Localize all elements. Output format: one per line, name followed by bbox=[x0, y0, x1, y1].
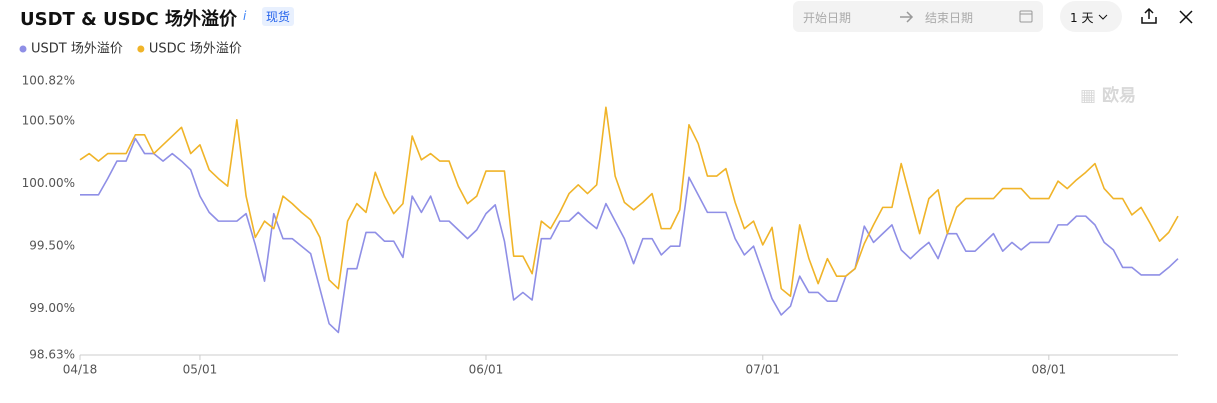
info-icon[interactable]: i bbox=[243, 9, 247, 23]
series-line bbox=[79, 106, 1179, 297]
badge: 现货 bbox=[262, 7, 295, 26]
x-tick-label: 08/01 bbox=[1032, 363, 1067, 377]
y-tick-label: 100.00% bbox=[22, 176, 75, 190]
watermark: ▦ 欧易 bbox=[1080, 81, 1136, 106]
share-icon[interactable] bbox=[1140, 7, 1158, 25]
end-date[interactable]: 结束日期 bbox=[925, 11, 974, 25]
legend-marker bbox=[137, 45, 145, 53]
watermark-text: 欧易 bbox=[1101, 86, 1136, 106]
x-tick-label: 06/01 bbox=[469, 363, 504, 377]
legend-label: USDT 场外溢价 bbox=[31, 42, 123, 57]
start-date[interactable]: 开始日期 bbox=[803, 11, 852, 25]
x-tick-label: 05/01 bbox=[183, 363, 218, 377]
date-range: 开始日期 结束日期 bbox=[793, 1, 1043, 32]
legend-marker bbox=[19, 45, 27, 53]
close-icon[interactable] bbox=[1178, 9, 1194, 25]
interval-button[interactable]: 1 天 bbox=[1060, 1, 1122, 32]
x-tick-label: 07/01 bbox=[745, 363, 780, 377]
x-tick-label: 04/18 bbox=[63, 363, 98, 377]
y-tick-label: 100.50% bbox=[22, 114, 75, 128]
watermark-icon: ▦ bbox=[1080, 86, 1102, 106]
calendar-icon[interactable] bbox=[1019, 9, 1033, 23]
title: USDT & USDC 场外溢价 bbox=[20, 9, 238, 30]
y-tick-label: 98.63% bbox=[29, 348, 75, 362]
y-tick-label: 100.82% bbox=[22, 74, 75, 88]
legend-label: USDC 场外溢价 bbox=[149, 42, 242, 57]
chevron bbox=[1098, 14, 1108, 20]
y-tick-label: 99.50% bbox=[29, 239, 75, 253]
series-line bbox=[80, 137, 1179, 334]
arrow-icon bbox=[900, 11, 914, 23]
interval: 1 天 bbox=[1070, 11, 1094, 25]
y-tick-label: 99.00% bbox=[29, 301, 75, 315]
